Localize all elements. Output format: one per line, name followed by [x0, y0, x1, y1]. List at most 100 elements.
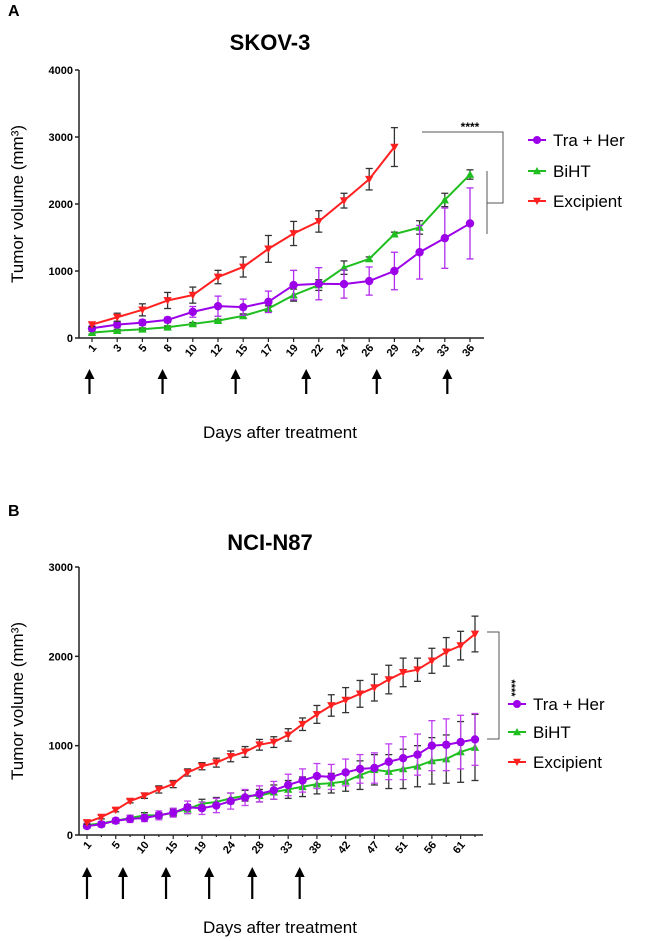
data-point: [390, 143, 399, 152]
data-point: [140, 792, 149, 800]
data-point: [365, 175, 374, 184]
treatment-arrow-icon: [442, 369, 453, 394]
x-tick-label: 15: [233, 342, 250, 359]
data-point: [264, 297, 273, 307]
arrow-head: [117, 867, 128, 877]
treatment-arrow-icon: [82, 867, 92, 899]
x-tick-label: 10: [183, 342, 200, 359]
treatment-arrow-icon: [157, 369, 168, 394]
legend-label: Excipient: [553, 192, 622, 211]
legend-item: Tra + Her: [528, 131, 625, 150]
series-tra-her: [87, 187, 475, 333]
legend-item: Tra + Her: [508, 695, 605, 714]
legend-marker-icon: [533, 136, 541, 144]
treatment-arrow-icon: [247, 867, 258, 899]
series-line: [91, 173, 471, 334]
legend-label: Tra + Her: [533, 695, 605, 714]
data-point: [298, 776, 307, 785]
series-biht: [82, 713, 480, 829]
treatment-arrow-icon: [204, 867, 215, 899]
significance-stars: ****: [461, 120, 480, 134]
x-tick-label: 24: [221, 839, 239, 857]
series-line: [86, 633, 476, 824]
x-tick-label: 15: [163, 839, 180, 856]
data-point: [154, 786, 164, 794]
x-tick-label: 24: [334, 342, 352, 360]
data-point: [289, 230, 298, 238]
significance-bracket: [422, 131, 504, 204]
data-point: [384, 676, 393, 684]
data-point: [154, 811, 164, 820]
data-point: [239, 302, 248, 312]
data-point: [97, 820, 106, 829]
data-point: [312, 711, 322, 719]
data-point: [240, 793, 250, 802]
data-point: [113, 326, 122, 334]
data-point: [370, 684, 379, 692]
data-point: [169, 780, 178, 789]
y-tick-label: 0: [67, 333, 73, 345]
data-point: [213, 316, 223, 324]
legend-item: Excipient: [508, 753, 602, 772]
treatment-arrow-icon: [117, 867, 128, 899]
series-line: [86, 738, 476, 828]
y-axis-label: Tumor volume (mm³): [8, 622, 27, 780]
data-point: [415, 248, 424, 257]
arrow-head: [161, 867, 172, 877]
data-point: [283, 731, 293, 740]
y-tick-label: 4000: [49, 65, 73, 77]
data-point: [456, 642, 465, 650]
data-point: [390, 229, 399, 238]
data-point: [213, 301, 223, 311]
data-point: [197, 762, 207, 771]
data-point: [442, 740, 451, 749]
y-tick-label: 3000: [49, 562, 73, 574]
data-point: [384, 757, 393, 766]
data-point: [283, 780, 293, 790]
data-point: [188, 307, 197, 317]
y-tick-label: 2000: [49, 651, 73, 663]
data-point: [138, 306, 147, 315]
data-point: [314, 218, 323, 226]
y-tick-label: 1000: [49, 266, 73, 278]
data-point: [138, 318, 147, 327]
series-excipient: [82, 615, 480, 827]
x-tick-label: 5: [110, 839, 123, 851]
data-point: [213, 273, 223, 282]
data-point: [341, 696, 350, 705]
treatment-arrow-icon: [294, 867, 305, 899]
y-tick-label: 2000: [49, 199, 73, 211]
arrow-head: [294, 867, 305, 877]
data-point: [113, 320, 122, 329]
treatment-arrow-icon: [371, 369, 382, 394]
data-point: [298, 720, 307, 729]
data-point: [97, 813, 106, 822]
x-tick-label: 56: [422, 839, 439, 856]
legend-marker-icon: [513, 758, 521, 766]
data-point: [390, 266, 399, 276]
treatment-arrow-icon: [161, 867, 172, 899]
legend-marker-icon: [533, 197, 541, 205]
data-point: [183, 803, 192, 812]
arrow-head: [84, 369, 95, 379]
x-tick-label: 5: [137, 342, 150, 354]
data-point: [212, 759, 221, 767]
data-point: [138, 325, 147, 333]
data-point: [442, 648, 451, 657]
panel-label: A: [8, 3, 20, 20]
data-point: [339, 263, 349, 272]
series-line: [86, 746, 476, 827]
x-tick-label: 1: [81, 839, 94, 851]
data-point: [341, 768, 350, 777]
treatment-arrow-icon: [230, 369, 241, 394]
data-point: [264, 245, 273, 254]
x-tick-label: 22: [309, 342, 326, 359]
series-excipient: [87, 126, 399, 329]
data-point: [339, 279, 349, 289]
data-point: [169, 808, 178, 817]
x-tick-label: 42: [336, 839, 353, 856]
data-point: [188, 291, 197, 300]
legend-item: BiHT: [528, 162, 591, 181]
x-tick-label: 36: [460, 342, 477, 359]
arrow-head: [204, 867, 215, 877]
